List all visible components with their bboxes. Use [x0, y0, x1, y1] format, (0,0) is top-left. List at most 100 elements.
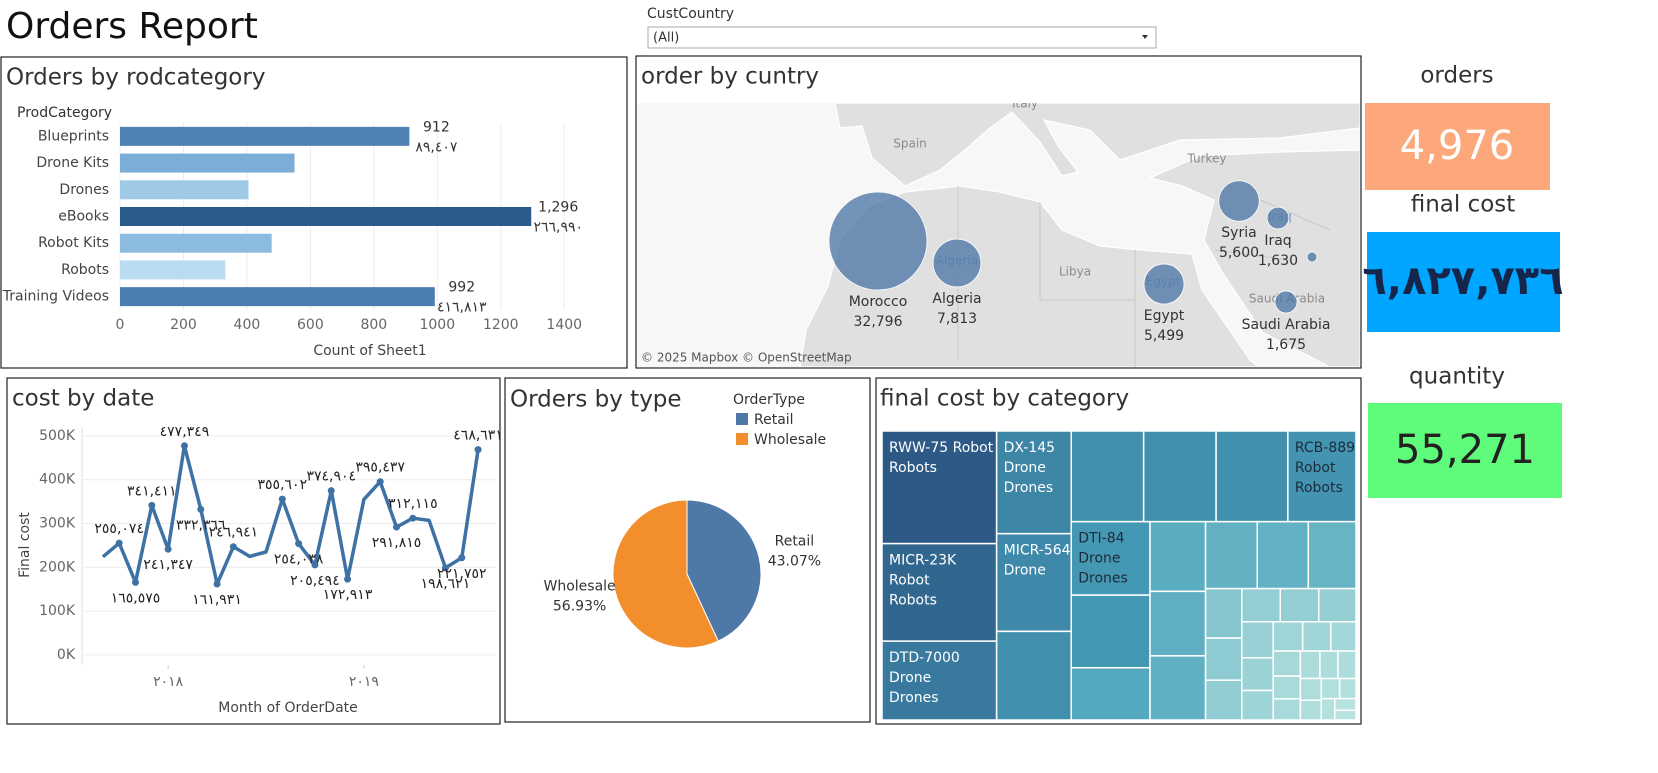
x-tick-label: 1000 — [419, 317, 455, 333]
x-axis-title: Month of OrderDate — [218, 700, 358, 716]
treemap-tile — [1070, 594, 1151, 669]
map-place-label: Turkey — [1186, 152, 1226, 166]
data-label: 1,630 — [1258, 253, 1298, 269]
point — [311, 561, 319, 569]
slice-label: Retail — [775, 534, 815, 550]
kpi-title: quantity — [1409, 364, 1505, 390]
point — [393, 523, 401, 531]
data-label: ٨٩,٤٠٧ — [415, 139, 458, 155]
bubble-label: Iraq — [1264, 233, 1291, 249]
report-title: Orders Report — [6, 6, 258, 47]
tile-label: DX-145 Drone — [1004, 440, 1060, 476]
treemap-tile — [1142, 430, 1217, 523]
data-label: 32,796 — [854, 314, 903, 330]
legend-title: OrderType — [733, 392, 805, 408]
bar — [120, 126, 410, 146]
y-tick-label: eBooks — [58, 209, 109, 225]
x-tick-label: 0 — [116, 317, 125, 333]
tile-label: MICR-564K Drone — [1004, 543, 1085, 579]
y-tick-label: Drones — [59, 182, 109, 198]
chart-title: cost by date — [12, 386, 154, 412]
tile-group-label: Robots — [889, 460, 937, 476]
y-tick-label: Blueprints — [38, 128, 109, 144]
dropdown-arrow[interactable] — [1142, 35, 1148, 39]
bar — [120, 287, 435, 307]
bubble-label: Algeria — [932, 291, 981, 307]
treemap-tile — [1307, 520, 1357, 590]
chart-title: Orders by type — [510, 387, 682, 413]
treemap-tile — [1070, 430, 1145, 523]
data-label: ٢٥٤,٠٣٨ — [274, 552, 324, 568]
treemap-tile — [1272, 698, 1302, 721]
x-tick-label: 400 — [234, 317, 261, 333]
treemap-tile — [1279, 587, 1320, 623]
data-label: 7,813 — [937, 311, 977, 327]
treemap-tile — [1320, 677, 1341, 700]
chart-title: order by cuntry — [641, 64, 819, 90]
treemap-tile — [1272, 675, 1302, 700]
treemap-tile — [1204, 520, 1259, 590]
treemap-tile — [1299, 699, 1323, 721]
data-label: ١٩٨,٦٢١ — [421, 576, 471, 592]
treemap-tile — [1337, 650, 1357, 680]
treemap-tile — [1070, 666, 1151, 721]
treemap-tile — [1317, 587, 1357, 623]
treemap-tile — [1241, 657, 1274, 692]
point — [115, 539, 123, 547]
data-label: ١٦١,٩٣١ — [192, 592, 242, 608]
map-place-label: Spain — [893, 137, 927, 151]
bubble — [828, 191, 928, 291]
tile-label: DTD-7000 Drone — [889, 650, 964, 686]
tile-label: MICR-23K Robot — [889, 553, 961, 589]
x-tick-label: 600 — [297, 317, 324, 333]
y-tick-label: 400K — [39, 472, 76, 488]
point — [295, 540, 303, 548]
y-tick-label: 500K — [39, 428, 76, 444]
bubble-label: Egypt — [1144, 308, 1185, 324]
legend-swatch — [736, 433, 748, 445]
treemap-tile — [881, 430, 998, 545]
y-tick-label: 200K — [39, 559, 76, 575]
point — [441, 564, 449, 572]
data-label: ٣٤١,٤١١ — [127, 483, 177, 499]
x-tick-label: 1400 — [546, 317, 582, 333]
data-label: ٣٥٥,٦٠٢ — [258, 477, 308, 493]
bubble-label: Morocco — [849, 294, 908, 310]
filter-value[interactable]: (All) — [653, 31, 679, 46]
treemap-tile — [1338, 677, 1357, 700]
y-axis-title: Final cost — [17, 512, 33, 578]
bubble-label: Saudi Arabia — [1242, 317, 1331, 333]
legend-label: Wholesale — [754, 432, 826, 448]
kpi-title: final cost — [1411, 192, 1516, 218]
data-label: ١٦٥,٥٧٥ — [111, 590, 161, 606]
treemap-tile — [995, 630, 1072, 721]
land — [1148, 149, 1360, 367]
bar — [120, 207, 532, 226]
filter-dropdown[interactable] — [647, 26, 1157, 49]
data-label: ٢٤٦,٩٤١ — [209, 525, 259, 541]
treemap-tile — [1299, 677, 1323, 701]
data-label: ٤١٦,٨١٣ — [437, 300, 487, 316]
pie-slice — [686, 499, 762, 642]
data-label: ٣١٢,١١٥ — [388, 496, 438, 512]
treemap-tile — [1149, 520, 1207, 593]
y-tick-label: Drone Kits — [36, 155, 109, 171]
x-tick-label: ٢٠١٩ — [349, 674, 379, 690]
point — [180, 442, 188, 450]
treemap-tile — [1334, 697, 1357, 712]
treemap-tile — [1272, 621, 1304, 652]
bar — [120, 233, 272, 253]
data-label: ٢٤١,٣٤٧ — [143, 557, 193, 573]
data-label: ٣٣٢,٣٦٦ — [176, 517, 226, 533]
data-label: 5,600 — [1219, 245, 1259, 261]
tile-group-label: Drones — [889, 690, 939, 706]
bubble — [1274, 290, 1298, 314]
tile-label: DTI-84 Drone — [1078, 531, 1129, 567]
panel — [6, 377, 501, 725]
bubble — [932, 238, 982, 288]
bubble — [1266, 206, 1290, 230]
kpi-title: orders — [1420, 63, 1493, 89]
map-place-label: Italy — [1012, 97, 1038, 111]
x-tick-label: 800 — [360, 317, 387, 333]
data-label: ٢٩١,٨١٥ — [372, 535, 422, 551]
